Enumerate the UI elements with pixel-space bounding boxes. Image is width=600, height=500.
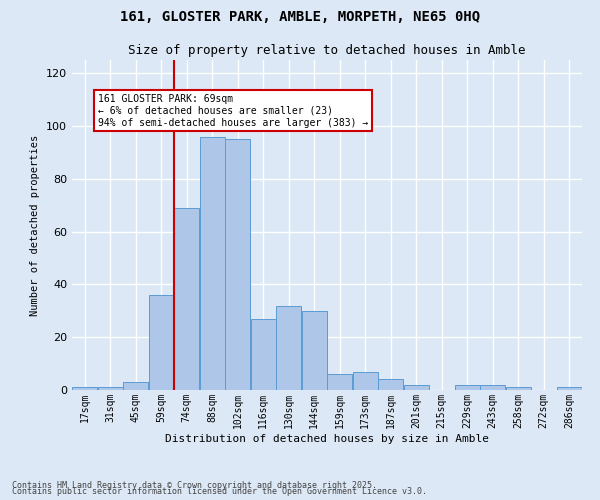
Bar [98, 388, 123, 390]
Bar [174, 208, 199, 390]
Bar [302, 311, 327, 390]
Bar [225, 139, 250, 390]
Bar [149, 295, 174, 390]
Bar [251, 318, 276, 390]
Y-axis label: Number of detached properties: Number of detached properties [31, 134, 40, 316]
Bar [378, 380, 403, 390]
Bar [353, 372, 378, 390]
Bar [480, 384, 505, 390]
Bar [327, 374, 352, 390]
X-axis label: Distribution of detached houses by size in Amble: Distribution of detached houses by size … [165, 434, 489, 444]
Bar [276, 306, 301, 390]
Text: 161 GLOSTER PARK: 69sqm
← 6% of detached houses are smaller (23)
94% of semi-det: 161 GLOSTER PARK: 69sqm ← 6% of detached… [97, 94, 368, 128]
Bar [200, 136, 225, 390]
Bar [455, 384, 480, 390]
Text: Contains public sector information licensed under the Open Government Licence v3: Contains public sector information licen… [12, 487, 427, 496]
Bar [557, 388, 582, 390]
Title: Size of property relative to detached houses in Amble: Size of property relative to detached ho… [128, 44, 526, 58]
Bar [72, 388, 97, 390]
Text: 161, GLOSTER PARK, AMBLE, MORPETH, NE65 0HQ: 161, GLOSTER PARK, AMBLE, MORPETH, NE65 … [120, 10, 480, 24]
Bar [123, 382, 148, 390]
Text: Contains HM Land Registry data © Crown copyright and database right 2025.: Contains HM Land Registry data © Crown c… [12, 481, 377, 490]
Bar [404, 384, 429, 390]
Bar [506, 388, 531, 390]
